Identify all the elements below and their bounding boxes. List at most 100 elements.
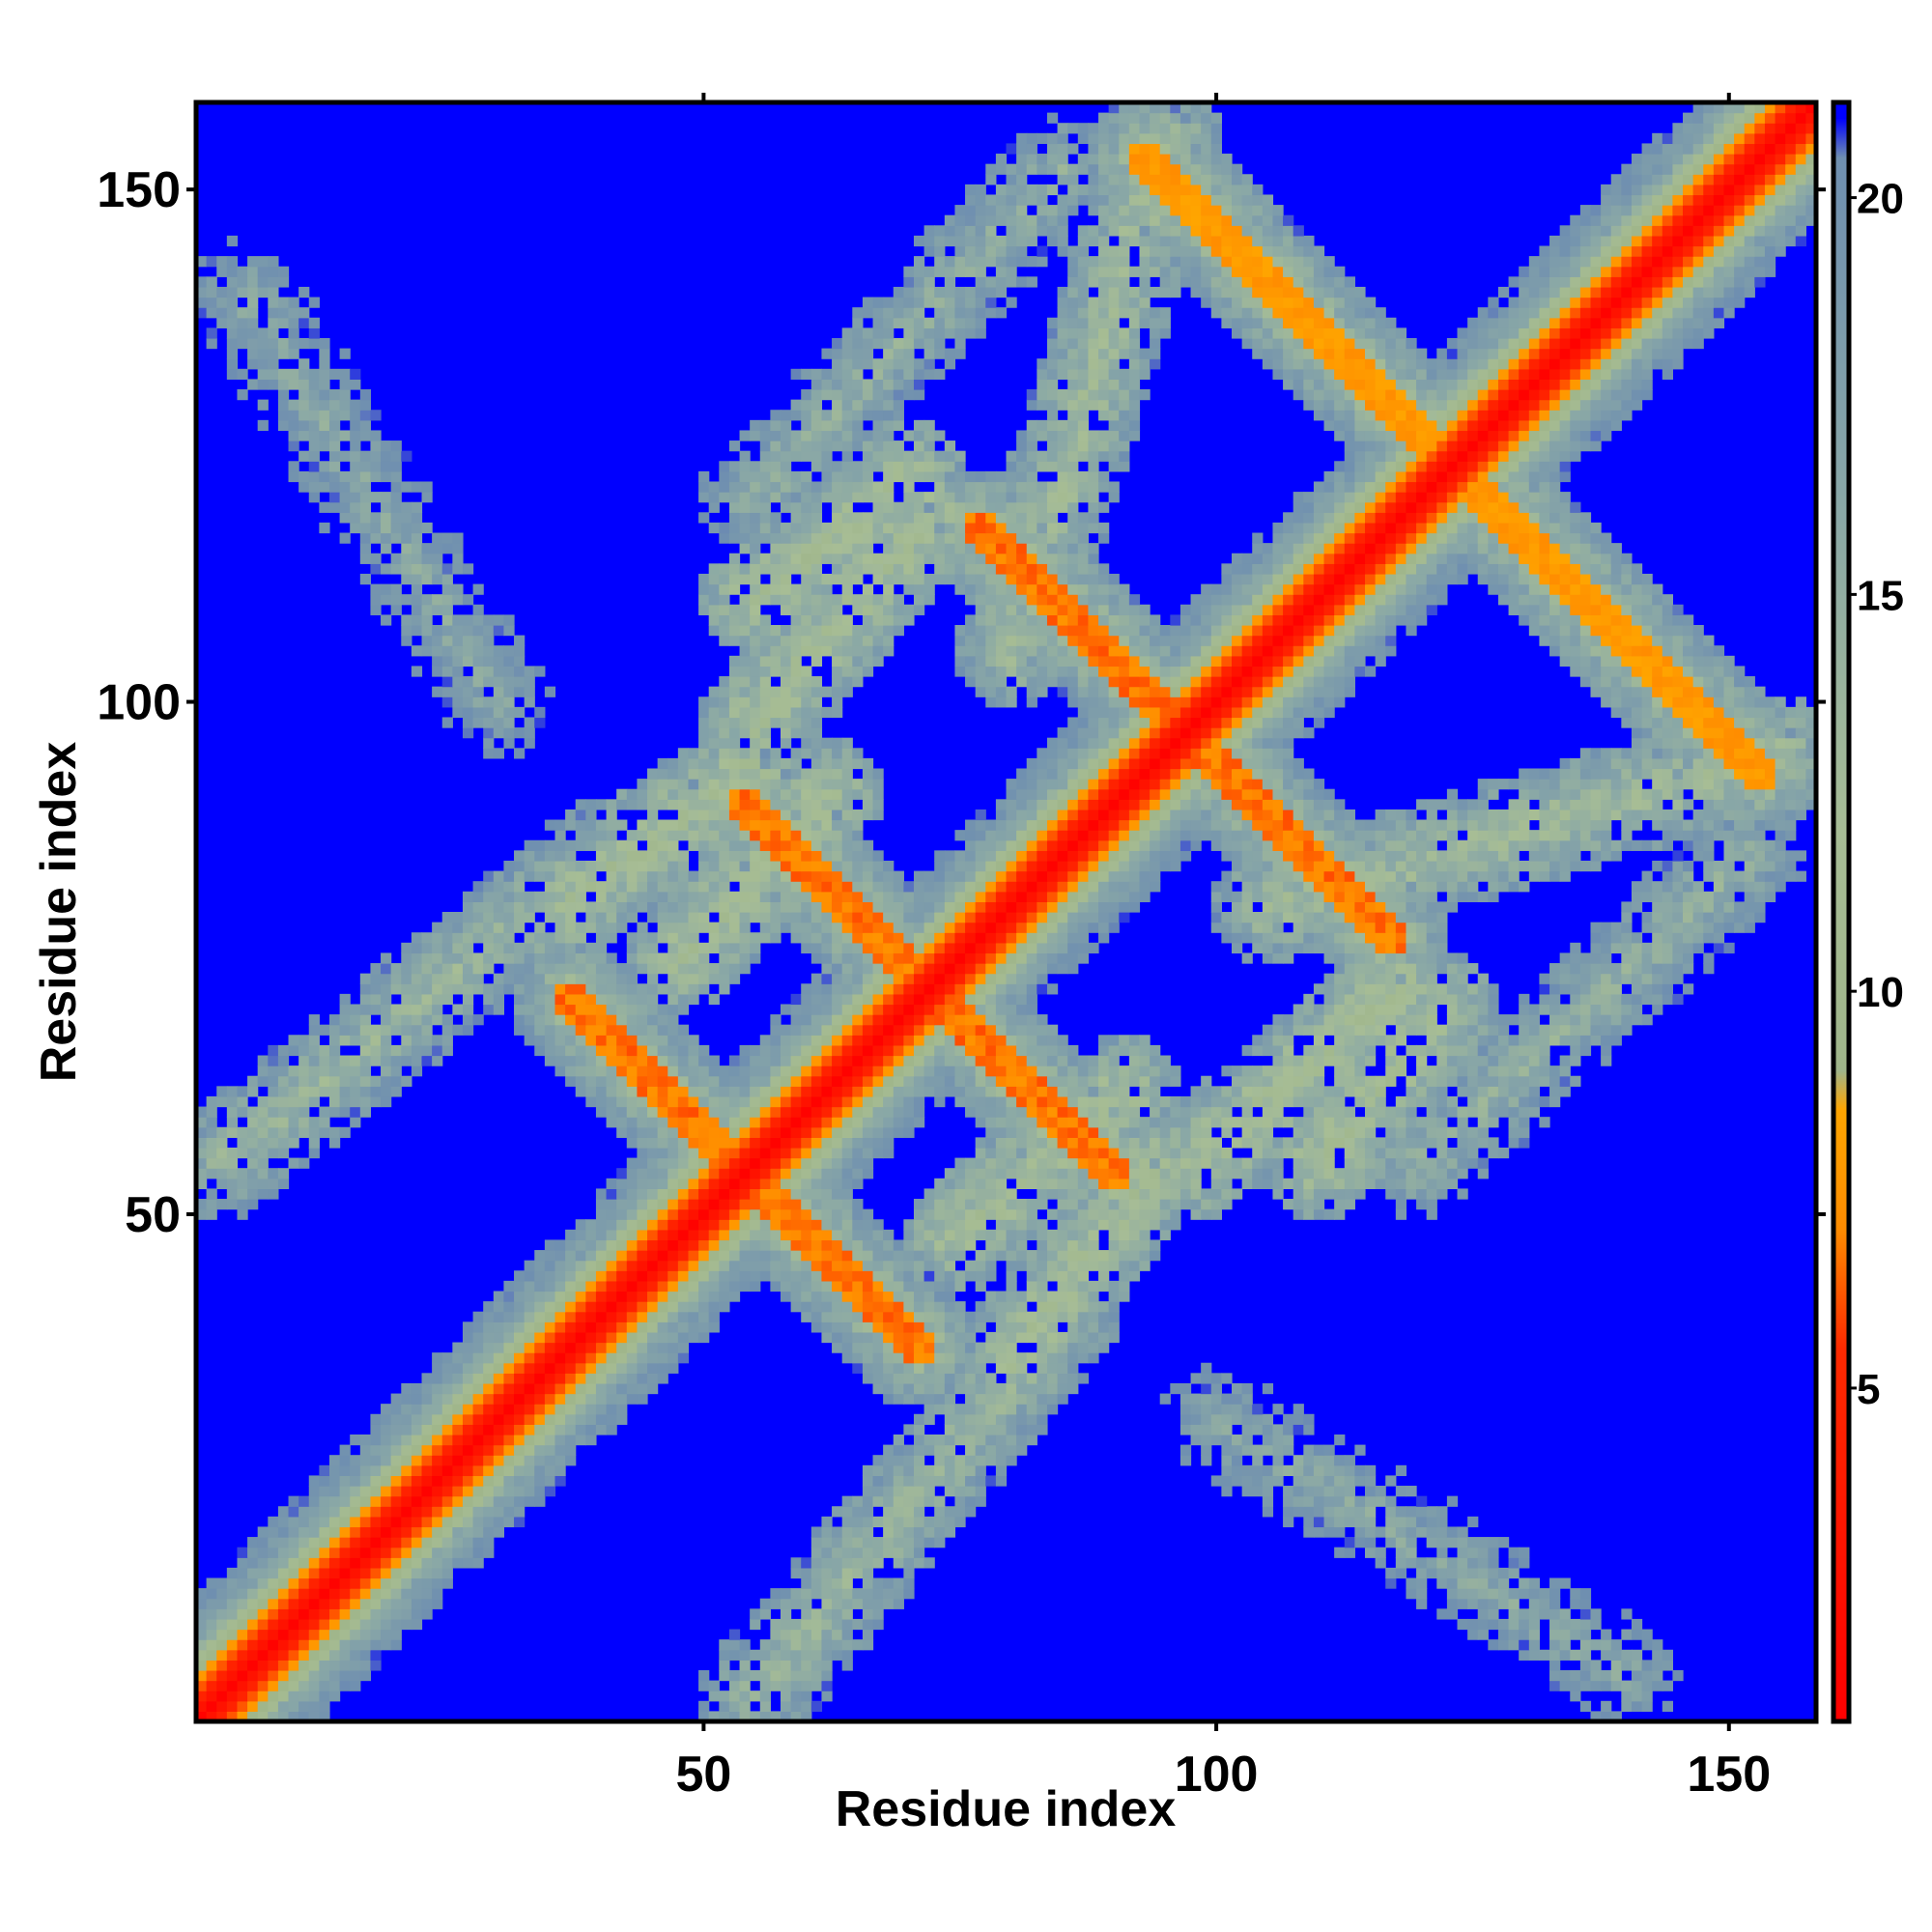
heatmap-cell (1057, 1291, 1068, 1302)
heatmap-cell (616, 1065, 628, 1077)
heatmap-cell (328, 1014, 341, 1026)
heatmap-cell (893, 922, 904, 933)
heatmap-cell (268, 1044, 279, 1057)
heatmap-cell (277, 1178, 290, 1190)
heatmap-cell (688, 1250, 699, 1262)
heatmap-cell (832, 1321, 843, 1333)
heatmap-cell (472, 1404, 484, 1415)
heatmap-cell (277, 1577, 290, 1589)
heatmap-cell (821, 1035, 833, 1046)
heatmap-cell (1272, 942, 1284, 954)
heatmap-cell (934, 1260, 946, 1271)
heatmap-cell (883, 1301, 895, 1313)
heatmap-cell (401, 1577, 412, 1589)
heatmap-cell (606, 1250, 617, 1262)
heatmap-cell (1262, 942, 1274, 954)
heatmap-cell (923, 1393, 935, 1405)
heatmap-cell (1262, 1382, 1274, 1395)
heatmap-cell (534, 1260, 546, 1271)
heatmap-cell (1354, 1117, 1366, 1128)
heatmap-cell (708, 1147, 720, 1159)
heatmap-cell (1026, 1086, 1037, 1097)
heatmap-cell (719, 1660, 730, 1671)
heatmap-cell (483, 1301, 495, 1313)
heatmap-cell (206, 1588, 217, 1600)
heatmap-cell (954, 952, 966, 964)
heatmap-cell (1026, 922, 1037, 933)
heatmap-cell (1323, 1044, 1335, 1057)
heatmap-cell (872, 1352, 884, 1364)
heatmap-cell (1652, 1680, 1663, 1691)
heatmap-cell (524, 1434, 535, 1446)
heatmap-cell (637, 1004, 648, 1015)
heatmap-cell (1098, 1075, 1110, 1087)
heatmap-cell (350, 1608, 361, 1620)
heatmap-cell (780, 1229, 792, 1241)
heatmap-cell (1046, 1157, 1059, 1169)
heatmap-cell (534, 1024, 546, 1036)
heatmap-cell (995, 1321, 1008, 1333)
heatmap-cell (739, 1690, 751, 1702)
heatmap-cell (441, 973, 453, 984)
heatmap-cell (370, 1495, 382, 1507)
heatmap-cell (739, 1239, 751, 1251)
heatmap-cell (1170, 1199, 1181, 1210)
heatmap-cell (575, 1270, 586, 1282)
heatmap-cell (514, 1434, 526, 1446)
heatmap-cell (1210, 1404, 1222, 1415)
heatmap-cell (493, 1321, 505, 1333)
heatmap-cell (832, 1537, 843, 1548)
heatmap-cell (985, 942, 997, 954)
heatmap-cell (677, 1199, 690, 1210)
heatmap-cell (1037, 1106, 1048, 1118)
heatmap-cell (1652, 952, 1663, 964)
heatmap-cell (1232, 922, 1243, 933)
heatmap-cell (1570, 1669, 1581, 1682)
heatmap-cell (247, 1588, 259, 1600)
heatmap-cell (821, 1680, 833, 1691)
heatmap-cell (585, 1321, 597, 1333)
heatmap-cell (1457, 1526, 1468, 1538)
heatmap-cell (862, 942, 874, 954)
heatmap-cell (452, 1455, 464, 1466)
heatmap-cell (421, 1413, 433, 1425)
heatmap-cell (862, 1352, 874, 1364)
heatmap-cell (483, 1393, 495, 1405)
heatmap-cell (575, 932, 586, 944)
heatmap-cell (790, 1250, 802, 1262)
heatmap-cell (585, 1280, 597, 1293)
heatmap-cell (565, 1444, 577, 1456)
heatmap-cell (216, 1690, 228, 1702)
heatmap-cell (677, 1157, 690, 1169)
heatmap-cell (862, 1331, 874, 1344)
heatmap-cell (1703, 963, 1715, 975)
heatmap-cell (298, 1035, 310, 1046)
heatmap-cell (534, 983, 546, 995)
heatmap-cell (862, 1055, 874, 1066)
heatmap-cell (647, 963, 659, 975)
heatmap-cell (647, 1188, 659, 1200)
heatmap-cell (493, 1301, 505, 1313)
heatmap-cell (841, 1280, 853, 1293)
heatmap-cell (1457, 1557, 1468, 1569)
heatmap-cell (575, 1035, 586, 1046)
heatmap-cell (913, 1106, 925, 1118)
heatmap-cell (893, 1464, 904, 1477)
heatmap-cell (1232, 1382, 1243, 1395)
heatmap-cell (923, 983, 935, 995)
heatmap-cell (954, 1424, 966, 1435)
heatmap-cell (1610, 1669, 1622, 1682)
heatmap-cell (852, 963, 864, 975)
heatmap-cell (1610, 1711, 1622, 1722)
heatmap-cell (1139, 1239, 1151, 1251)
heatmap-cell (1610, 1649, 1622, 1661)
heatmap-cell (319, 1065, 330, 1077)
heatmap-cell (934, 1495, 946, 1507)
heatmap-cell (668, 1035, 679, 1046)
heatmap-cell (965, 922, 977, 933)
heatmap-cell (268, 1649, 279, 1661)
heatmap-cell (1150, 1208, 1161, 1220)
heatmap-cell (595, 983, 608, 995)
heatmap-cell (1057, 1106, 1068, 1118)
heatmap-cell (1190, 1424, 1212, 1435)
